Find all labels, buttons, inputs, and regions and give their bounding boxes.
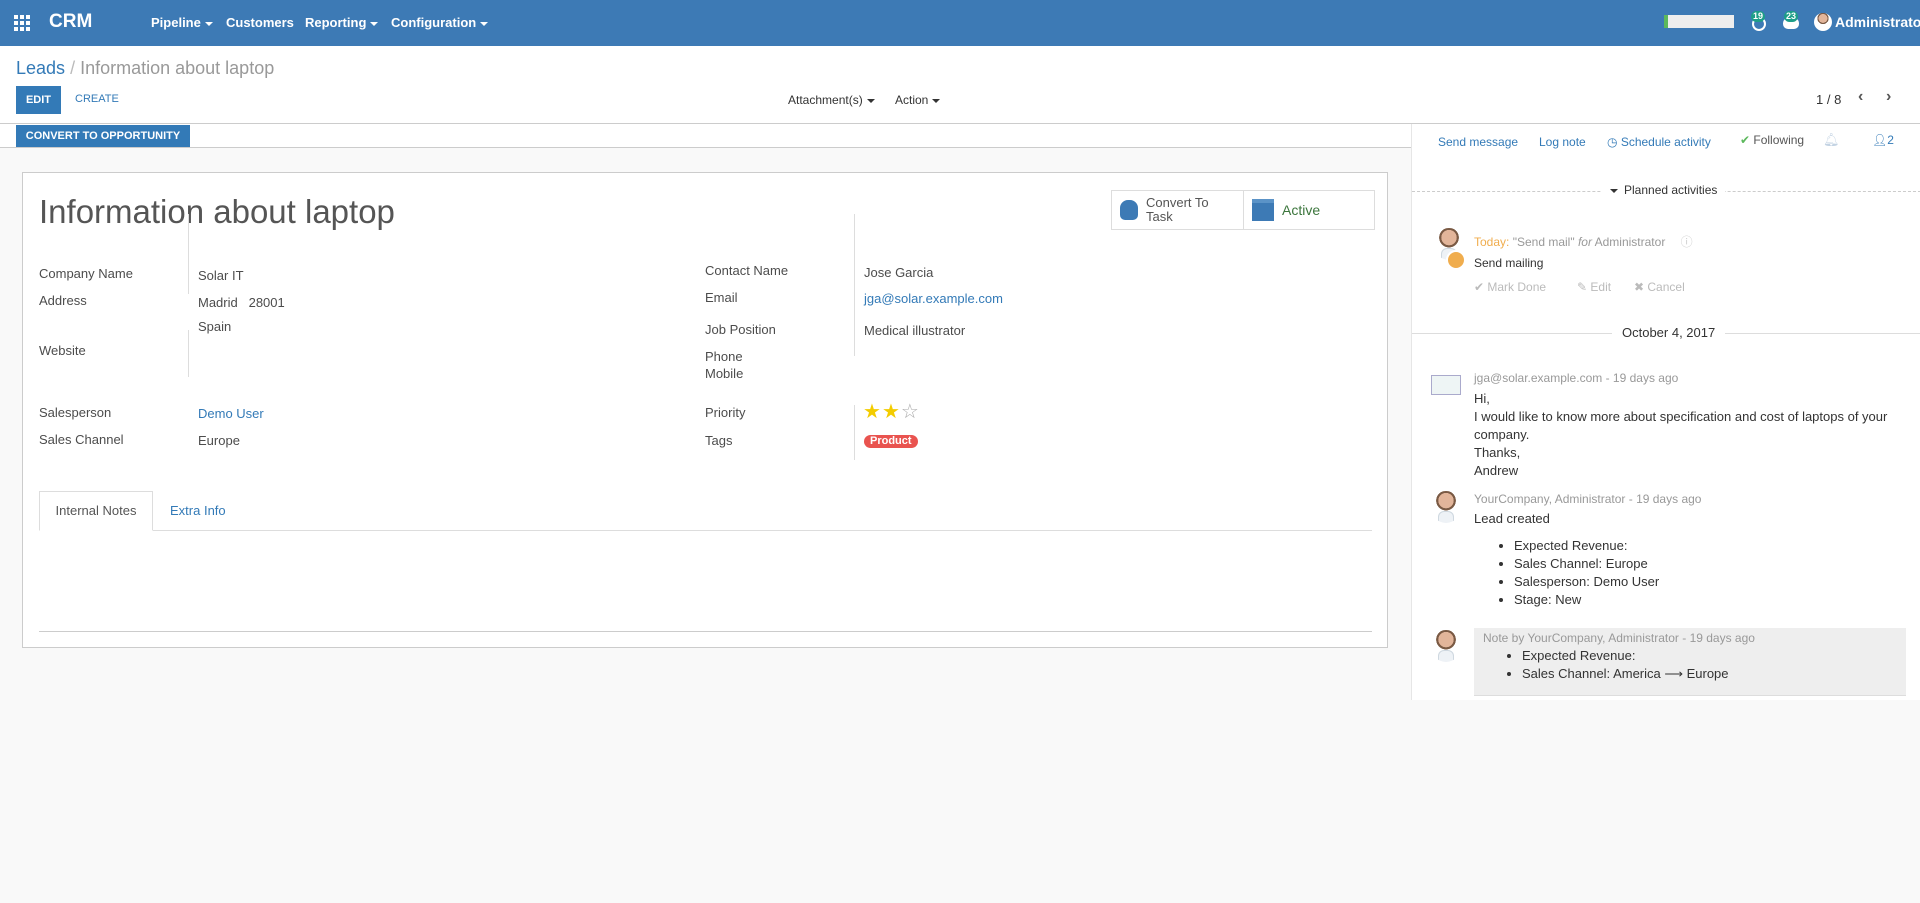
breadcrumb: Leads / Information about laptop bbox=[16, 58, 275, 78]
app-name[interactable]: CRM bbox=[49, 11, 93, 32]
send-message-button[interactable]: Send message bbox=[1438, 135, 1519, 149]
messages-icon[interactable] bbox=[1783, 18, 1799, 29]
message-avatar bbox=[1431, 491, 1461, 523]
message-count-badge: 23 bbox=[1784, 11, 1799, 22]
bug-icon bbox=[1120, 200, 1138, 220]
contact-name-value: Jose Garcia bbox=[864, 265, 934, 280]
edit-button[interactable]: EDIT bbox=[16, 86, 61, 114]
activity-count-badge: 19 bbox=[1751, 11, 1766, 22]
chatter: Send message Log note ◷ Schedule activit… bbox=[1411, 124, 1920, 700]
following-button[interactable]: ✔ Following bbox=[1740, 133, 1805, 147]
mark-done-button[interactable]: ✔ Mark Done bbox=[1474, 280, 1547, 294]
sales-channel-label: Sales Channel bbox=[39, 432, 124, 447]
active-toggle-button[interactable]: Active bbox=[1244, 191, 1374, 229]
email-label: Email bbox=[705, 290, 738, 305]
breadcrumb-current: Information about laptop bbox=[80, 58, 275, 78]
action-dropdown[interactable]: Action bbox=[895, 93, 941, 107]
log-note-button[interactable]: Log note bbox=[1539, 135, 1586, 149]
star-filled-icon[interactable]: ★ bbox=[863, 401, 882, 423]
control-panel: Leads / Information about laptop EDIT CR… bbox=[0, 46, 1920, 124]
menu-configuration[interactable]: Configuration bbox=[391, 15, 489, 30]
contact-name-label: Contact Name bbox=[705, 263, 789, 278]
note-author: Note by YourCompany, Administrator - 19 … bbox=[1483, 631, 1755, 645]
address-city: Madrid 28001 bbox=[198, 295, 285, 310]
create-button[interactable]: CREATE bbox=[75, 93, 119, 105]
address-label: Address bbox=[39, 293, 87, 308]
note-avatar bbox=[1431, 630, 1461, 662]
company-name-value: Solar IT bbox=[198, 268, 244, 283]
phone-label: Phone bbox=[705, 349, 743, 364]
bell-icon[interactable]: 🔔︎ bbox=[1823, 132, 1840, 147]
menu-customers[interactable]: Customers bbox=[226, 15, 294, 30]
check-icon: ✔ bbox=[1740, 133, 1754, 147]
address-country: Spain bbox=[198, 319, 232, 334]
pager-next-button[interactable]: › bbox=[1886, 88, 1892, 105]
company-name-label: Company Name bbox=[39, 266, 133, 281]
user-avatar[interactable] bbox=[1814, 13, 1832, 31]
progress-bar bbox=[1664, 15, 1734, 28]
schedule-activity-button[interactable]: ◷ Schedule activity bbox=[1607, 135, 1711, 149]
email-link[interactable]: jga@solar.example.com bbox=[864, 291, 1003, 306]
menu-reporting[interactable]: Reporting bbox=[305, 15, 379, 30]
attachments-dropdown[interactable]: Attachment(s) bbox=[788, 93, 875, 107]
planned-activities-toggle[interactable]: Planned activities bbox=[1602, 183, 1726, 197]
breadcrumb-leads[interactable]: Leads bbox=[16, 58, 66, 78]
archive-icon bbox=[1252, 199, 1274, 221]
tags-label: Tags bbox=[705, 433, 733, 448]
person-icon: 👤︎ bbox=[1872, 133, 1888, 147]
statusbar bbox=[0, 124, 1411, 148]
button-box: Convert To Task Active bbox=[1111, 190, 1375, 230]
mail-activity-icon bbox=[1446, 250, 1466, 270]
mobile-label: Mobile bbox=[705, 366, 744, 381]
sales-channel-value: Europe bbox=[198, 433, 240, 448]
pager-value: 1 / 8 bbox=[1816, 92, 1842, 107]
salesperson-link[interactable]: Demo User bbox=[198, 406, 264, 421]
star-empty-icon[interactable]: ☆ bbox=[900, 401, 920, 423]
tracking-list: Expected Revenue: Sales Channel: Europe … bbox=[1496, 537, 1659, 609]
convert-to-task-button[interactable]: Convert To Task bbox=[1112, 191, 1244, 229]
star-filled-icon[interactable]: ★ bbox=[881, 401, 901, 423]
menu-pipeline[interactable]: Pipeline bbox=[151, 15, 213, 30]
activity-header: Today: "Send mail" for Administrator ⓘ bbox=[1474, 235, 1693, 249]
priority-label: Priority bbox=[705, 405, 746, 420]
message-body: Hi, I would like to know more about spec… bbox=[1474, 391, 1888, 478]
note-tracking-list: Expected Revenue: Sales Channel: America… bbox=[1504, 647, 1729, 683]
priority-stars[interactable]: ★★☆ bbox=[863, 399, 920, 424]
date-separator: October 4, 2017 bbox=[1612, 325, 1726, 340]
message-body: Lead created bbox=[1474, 511, 1550, 526]
tab-internal-notes[interactable]: Internal Notes bbox=[39, 491, 153, 531]
followers-button[interactable]: 👤︎2 bbox=[1872, 133, 1894, 147]
tab-extra-info[interactable]: Extra Info bbox=[170, 503, 226, 518]
message-author: jga@solar.example.com - 19 days ago bbox=[1474, 371, 1679, 385]
form-sheet: Information about laptop Convert To Task … bbox=[22, 172, 1388, 648]
cancel-activity-button[interactable]: ✖ Cancel bbox=[1634, 280, 1685, 294]
job-position-value: Medical illustrator bbox=[864, 323, 966, 338]
envelope-icon bbox=[1431, 375, 1461, 395]
user-menu[interactable]: Administrator bbox=[1835, 14, 1920, 30]
clock-icon: ◷ bbox=[1607, 135, 1621, 149]
note-box bbox=[1474, 628, 1906, 696]
website-label: Website bbox=[39, 343, 86, 358]
job-position-label: Job Position bbox=[705, 322, 776, 337]
edit-activity-button[interactable]: ✎ Edit bbox=[1577, 280, 1612, 294]
apps-grid-icon[interactable] bbox=[14, 15, 30, 31]
message-author: YourCompany, Administrator - 19 days ago bbox=[1474, 492, 1702, 506]
info-icon[interactable]: ⓘ bbox=[1680, 235, 1693, 249]
tag-badge[interactable]: Product bbox=[864, 435, 918, 448]
lead-title: Information about laptop bbox=[39, 193, 395, 230]
convert-to-opportunity-button[interactable]: CONVERT TO OPPORTUNITY bbox=[16, 125, 190, 147]
salesperson-label: Salesperson bbox=[39, 405, 112, 420]
activity-note: Send mailing bbox=[1474, 256, 1544, 270]
pager-previous-button[interactable]: ‹ bbox=[1858, 88, 1864, 105]
top-navbar: CRM Pipeline Customers Reporting Configu… bbox=[0, 0, 1920, 46]
